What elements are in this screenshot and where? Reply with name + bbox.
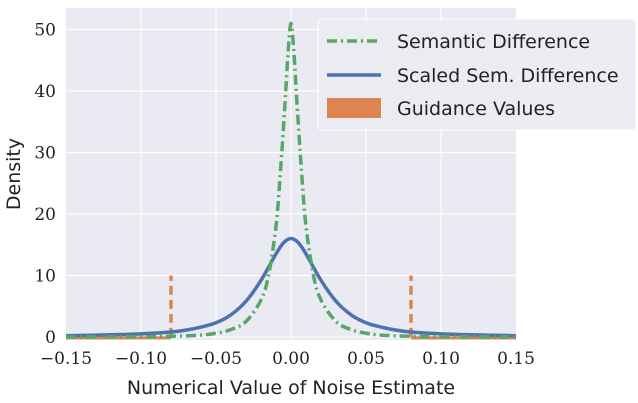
scaled-sem-difference-line <box>65 236 517 338</box>
y-tick-label: 0 <box>45 328 56 348</box>
x-tick-label: 0.15 <box>497 349 535 369</box>
x-tick-label: −0.05 <box>190 349 242 369</box>
series-layer <box>65 21 517 340</box>
y-tick-label: 10 <box>34 266 56 286</box>
y-tick-label: 50 <box>34 21 56 41</box>
x-tick-label: −0.15 <box>40 349 92 369</box>
legend-box <box>317 18 637 131</box>
x-tick-label: 0.10 <box>422 349 460 369</box>
x-axis-label: Numerical Value of Noise Estimate <box>127 377 455 399</box>
legend-label-guidance: Guidance Values <box>397 98 555 120</box>
legend-label-semantic: Semantic Difference <box>397 31 590 53</box>
x-tick-label: −0.10 <box>115 349 167 369</box>
y-tick-label: 40 <box>34 82 56 102</box>
legend-swatch-guidance <box>327 98 381 118</box>
x-tick-label: 0.00 <box>272 349 310 369</box>
y-axis-label: Density <box>3 138 25 210</box>
x-tick-labels: −0.15 −0.10 −0.05 0.00 0.05 0.10 0.15 <box>40 349 535 369</box>
legend: Semantic Difference Scaled Sem. Differen… <box>317 18 637 131</box>
x-tick-label: 0.05 <box>347 349 385 369</box>
semantic-difference-line <box>65 21 517 339</box>
y-tick-labels: 0 10 20 30 40 50 <box>34 21 56 348</box>
legend-label-scaled: Scaled Sem. Difference <box>397 65 619 87</box>
y-tick-label: 20 <box>34 205 56 225</box>
y-tick-label: 30 <box>34 143 56 163</box>
